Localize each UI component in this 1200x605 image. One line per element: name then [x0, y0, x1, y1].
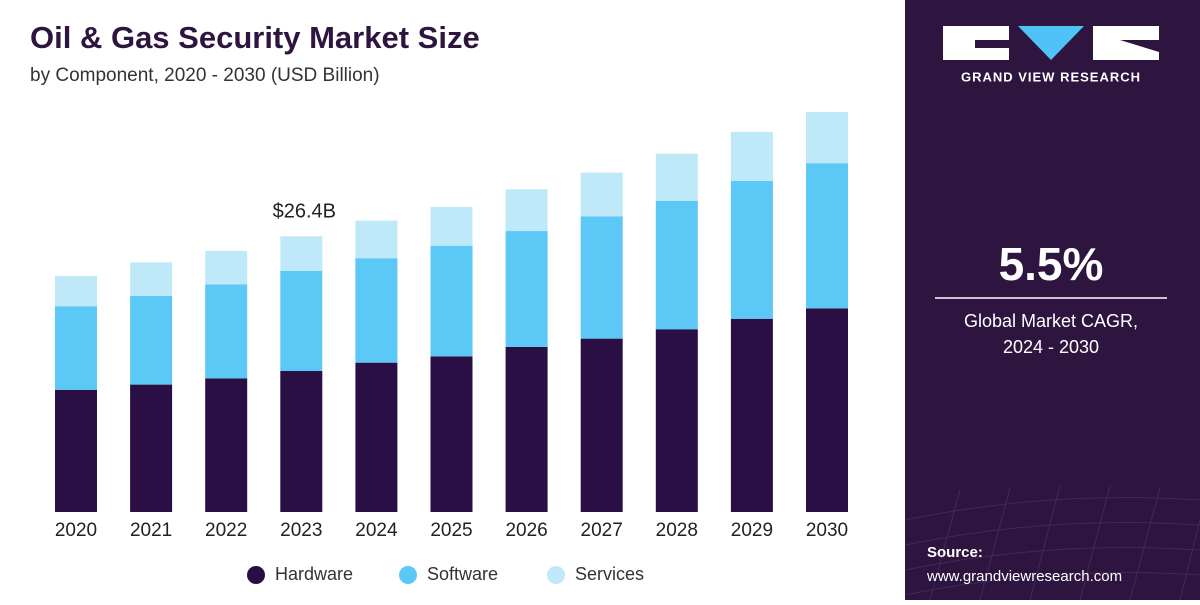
bar-segment: [55, 306, 97, 390]
bar-segment: [730, 131, 773, 181]
bar-segment: [580, 216, 623, 339]
panel-background: [905, 0, 1200, 600]
bar-segment: [505, 231, 548, 347]
cagr-period: 2024 - 2030: [1003, 337, 1099, 357]
bar-segment: [355, 362, 398, 512]
bar-segment: [730, 318, 773, 512]
panel-pattern: [904, 485, 1200, 601]
brand-name: GRAND VIEW RESEARCH: [961, 69, 1141, 84]
bar-segment: [806, 112, 848, 164]
x-tick-label: 2023: [280, 520, 322, 541]
bar-segment: [55, 389, 97, 512]
bar-segment: [130, 384, 173, 512]
bar-segment: [280, 236, 323, 271]
logo: [943, 26, 1159, 60]
bar-segment: [205, 284, 248, 379]
x-tick-label: 2027: [581, 520, 623, 541]
bar-segment: [580, 172, 623, 217]
bar-segment: [280, 270, 323, 372]
bar-segment: [655, 153, 698, 201]
bar-segment: [430, 245, 473, 357]
bar-segment: [280, 371, 323, 512]
legend-label: Hardware: [275, 564, 353, 584]
chart-title: Oil & Gas Security Market Size: [30, 20, 480, 55]
legend-swatch: [247, 566, 265, 584]
annotation: $26.4B: [273, 201, 336, 223]
logo-g-cut: [975, 40, 1009, 48]
bar-segment: [205, 378, 248, 512]
bar-segment: [505, 346, 548, 512]
chart-subtitle: by Component, 2020 - 2030 (USD Billion): [30, 65, 380, 86]
bar-segment: [430, 356, 473, 512]
bar-segment: [355, 220, 398, 259]
x-tick-label: 2028: [656, 520, 698, 541]
x-tick-label: 2025: [430, 520, 472, 541]
bar-segment: [806, 163, 848, 309]
side-panel: GRAND VIEW RESEARCH 5.5% Global Market C…: [904, 0, 1200, 601]
bar-segment: [655, 200, 698, 330]
bar-segment: [806, 308, 848, 512]
x-tick-label: 2026: [505, 520, 547, 541]
logo-v: [1018, 26, 1084, 60]
bar-segment: [130, 262, 173, 296]
legend-label: Software: [427, 564, 498, 584]
x-tick-label: 2030: [806, 520, 848, 541]
bar-segment: [505, 189, 548, 232]
x-tick-label: 2024: [355, 520, 398, 541]
bar-segment: [730, 180, 773, 319]
cagr-label: Global Market CAGR,: [964, 311, 1138, 331]
bar-segment: [55, 275, 97, 307]
cagr-value: 5.5%: [999, 238, 1104, 290]
source-url: www.grandviewresearch.com: [926, 568, 1122, 585]
bar-segment: [430, 207, 473, 246]
x-tick-label: 2021: [130, 520, 172, 541]
x-tick-label: 2022: [205, 520, 247, 541]
bar-segment: [205, 250, 248, 285]
legend-swatch: [399, 566, 417, 584]
x-tick-label: 2029: [731, 520, 773, 541]
legend-label: Services: [575, 564, 644, 584]
bar-segment: [580, 338, 623, 512]
source-label: Source:: [927, 544, 983, 561]
bar-segment: [655, 329, 698, 512]
bar-segment: [130, 295, 173, 385]
legend-swatch: [547, 566, 565, 584]
x-tick-label: 2020: [55, 520, 97, 541]
logo-r-cut: [1120, 40, 1159, 52]
bar-segment: [355, 258, 398, 363]
